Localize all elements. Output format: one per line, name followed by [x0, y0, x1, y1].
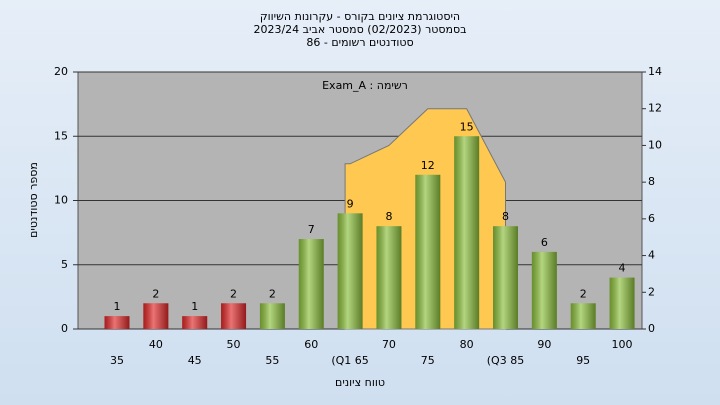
x-tick-label: 80 [460, 338, 474, 351]
x-tick-label: 75 [421, 354, 435, 367]
bar-shade [104, 316, 130, 329]
bar-shade [415, 174, 441, 329]
data-label: 7 [308, 223, 315, 236]
bar-shade [221, 303, 247, 329]
bar-shade [298, 239, 324, 329]
x-tick-label: 95 [576, 354, 590, 367]
data-label: 2 [230, 287, 237, 300]
y2-tick-label: 10 [648, 138, 662, 151]
data-label: 9 [347, 197, 354, 210]
bar-shade [376, 226, 402, 329]
x-tick-label: 40 [149, 338, 163, 351]
bar-shade [143, 303, 169, 329]
x-tick-label: (Q3 85 [487, 354, 524, 367]
bar-shade [570, 303, 596, 329]
y2-tick-label: 12 [648, 102, 662, 115]
x-tick-label: 50 [227, 338, 241, 351]
data-label: 2 [152, 287, 159, 300]
y2-tick-label: 0 [648, 322, 655, 335]
x-tick-label: 45 [188, 354, 202, 367]
y-tick-label: 10 [54, 194, 68, 207]
data-label: 15 [460, 120, 474, 133]
y2-tick-label: 8 [648, 175, 655, 188]
chart-title: היסטוגרמת ציונים בקורס - עקרונות השיווק [260, 10, 460, 23]
y2-tick-label: 14 [648, 65, 662, 78]
data-label: 8 [502, 210, 509, 223]
data-label: 6 [541, 236, 548, 249]
data-label: 12 [421, 159, 435, 172]
x-tick-label: 55 [265, 354, 279, 367]
annotation: רשימה : Exam_A [322, 79, 408, 92]
y2-tick-label: 6 [648, 212, 655, 225]
bar-shade [531, 251, 557, 329]
y-tick-label: 20 [54, 65, 68, 78]
x-tick-label: 70 [382, 338, 396, 351]
data-label: 1 [114, 300, 121, 313]
bar-shade [454, 136, 480, 329]
y-axis-label: מספר סטודנטים [27, 162, 40, 238]
data-label: 8 [385, 210, 392, 223]
x-tick-label: 90 [537, 338, 551, 351]
y-tick-label: 15 [54, 129, 68, 142]
y2-tick-label: 2 [648, 285, 655, 298]
x-tick-label: 35 [110, 354, 124, 367]
data-label: 2 [580, 287, 587, 300]
y-tick-label: 5 [61, 258, 68, 271]
data-label: 1 [191, 300, 198, 313]
x-tick-label: 60 [304, 338, 318, 351]
bar-shade [259, 303, 285, 329]
x-axis-label: טווח ציונים [335, 376, 385, 389]
chart-subtitle: סטודנטים רשומים - 86 [306, 36, 413, 49]
data-label: 4 [619, 262, 626, 275]
data-label: 2 [269, 287, 276, 300]
x-tick-label: 100 [612, 338, 633, 351]
bar-shade [337, 213, 363, 329]
x-tick-label: (Q1 65 [331, 354, 368, 367]
bar-shade [182, 316, 208, 329]
chart-subtitle: בסמסטר (02/2023) סמסטר אביב 2023/24 [253, 23, 466, 36]
y2-tick-label: 4 [648, 249, 655, 262]
y-tick-label: 0 [61, 322, 68, 335]
bar-shade [493, 226, 518, 329]
bar-shade [609, 277, 635, 329]
